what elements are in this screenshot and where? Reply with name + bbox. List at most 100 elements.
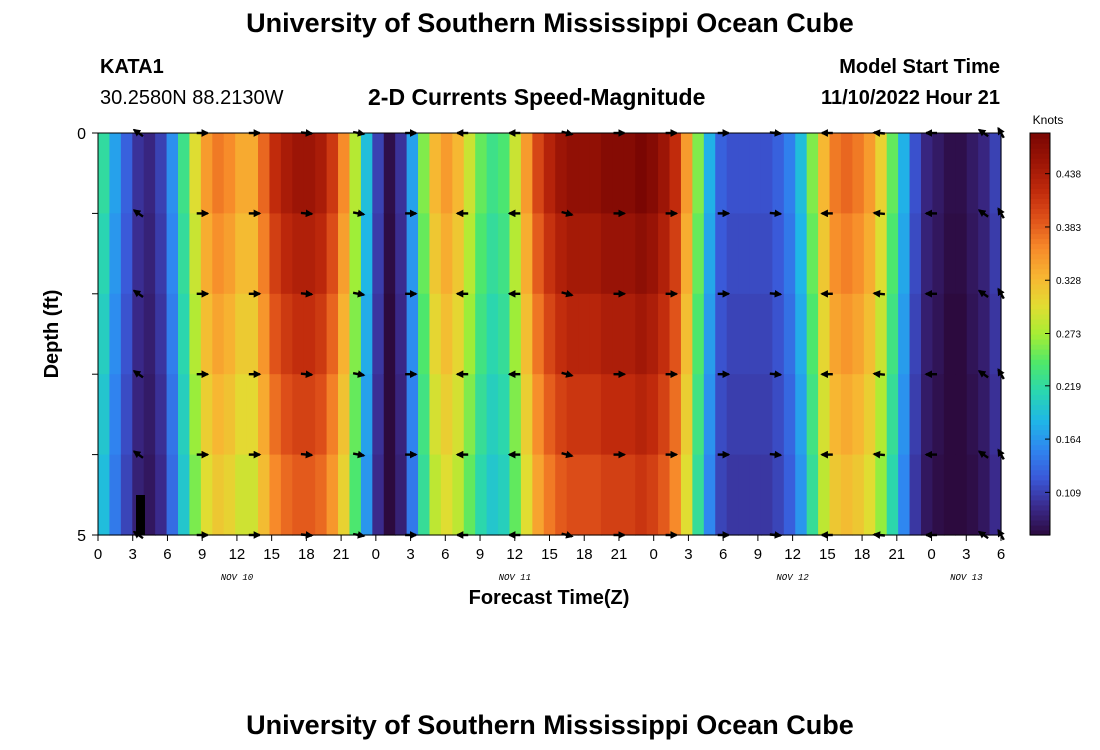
heatmap-cell [246, 213, 259, 295]
heatmap-cell [749, 454, 762, 536]
date-label: NOV 12 [776, 573, 809, 583]
heatmap-cell [395, 454, 408, 536]
colorbar-segment [1030, 464, 1050, 471]
heatmap-cell [132, 374, 145, 456]
heatmap-cell [760, 374, 773, 456]
heatmap-cell [635, 454, 648, 536]
heatmap-cell [120, 454, 133, 536]
heatmap-cell [235, 454, 248, 536]
heatmap-cell [783, 374, 796, 456]
colorbar-segment [1030, 479, 1050, 486]
heatmap-cell [269, 133, 282, 214]
heatmap-cell [280, 213, 293, 295]
heatmap-cell [132, 213, 145, 295]
heatmap-cell [818, 454, 831, 536]
heatmap-cell [589, 133, 602, 214]
heatmap-cell [463, 293, 476, 375]
heatmap-cell [166, 293, 179, 375]
heatmap-cell [932, 374, 945, 456]
heatmap-cell [395, 213, 408, 295]
colorbar-segment [1030, 248, 1050, 255]
x-tick-label: 6 [163, 546, 171, 563]
heatmap-cell [612, 374, 625, 456]
heatmap-cell [669, 213, 682, 295]
heatmap-cell [520, 133, 533, 214]
heatmap-cell [498, 213, 511, 295]
heatmap-cell [338, 454, 351, 536]
heatmap-cell [772, 293, 785, 375]
heatmap-cell [920, 454, 934, 536]
heatmap-cell [692, 374, 705, 456]
heatmap-cell [166, 374, 179, 456]
heatmap-cell [898, 293, 911, 375]
heatmap-cell [109, 454, 122, 536]
heatmap-cell [543, 454, 556, 536]
heatmap-cell [303, 133, 316, 214]
heatmap-cell [920, 293, 934, 375]
colorbar-segment [1030, 394, 1050, 400]
heatmap-cell [600, 133, 613, 214]
heatmap-cell [612, 133, 625, 214]
heatmap-cell [749, 213, 762, 295]
heatmap-cell [178, 133, 191, 214]
heatmap-cell [772, 213, 785, 295]
colorbar-segment [1030, 153, 1050, 159]
heatmap-cell [978, 293, 991, 375]
heatmap-cell [749, 293, 762, 375]
heatmap-cell [418, 133, 431, 214]
heatmap-cell [703, 133, 716, 214]
colorbar-segment [1030, 494, 1050, 501]
colorbar-segment [1030, 524, 1050, 531]
heatmap-cell [463, 374, 476, 456]
heatmap-cell [658, 213, 671, 295]
heatmap-cell [475, 133, 488, 214]
heatmap-cell [875, 374, 888, 456]
colorbar-segment [1030, 519, 1050, 526]
heatmap-cell [315, 454, 328, 536]
heatmap-cell [806, 293, 819, 375]
heatmap-cell [143, 374, 156, 456]
heatmap-cell [109, 213, 122, 295]
heatmap-cell [383, 374, 396, 456]
heatmap-cell [886, 374, 899, 456]
heatmap-cell [280, 374, 293, 456]
direction-arrow [872, 209, 886, 218]
heatmap-cell [555, 454, 568, 536]
heatmap-cell [726, 213, 739, 295]
heatmap-cell [532, 293, 545, 375]
heatmap-cell [818, 213, 831, 295]
heatmap-cell [406, 374, 419, 456]
x-tick-label: 21 [611, 546, 628, 563]
heatmap-cell [886, 133, 899, 214]
heatmap-cell [360, 374, 373, 456]
heatmap-cell [692, 454, 705, 536]
heatmap-cell [509, 454, 522, 536]
heatmap-cell [749, 374, 762, 456]
heatmap-cell [200, 133, 213, 214]
heatmap-cell [509, 374, 522, 456]
heatmap-cell [738, 374, 751, 456]
heatmap-cell [646, 374, 659, 456]
heatmap-cell [715, 293, 728, 375]
heatmap-cell [760, 213, 773, 295]
heatmap-cell [829, 213, 842, 295]
heatmap-cell [98, 213, 111, 295]
heatmap-cell [772, 374, 785, 456]
colorbar-segment [1030, 389, 1050, 395]
direction-arrow [977, 209, 989, 218]
heatmap-cell [120, 374, 133, 456]
heatmap-cell [852, 293, 865, 375]
heatmap-cell [132, 133, 145, 214]
heatmap-cell [200, 213, 213, 295]
colorbar-segment [1030, 148, 1050, 154]
heatmap-cell [578, 454, 591, 536]
heatmap-cell [600, 293, 613, 375]
colorbar-segment [1030, 529, 1050, 536]
colorbar-segment [1030, 303, 1050, 310]
x-tick-label: 3 [684, 546, 692, 563]
heatmap-cell [178, 454, 191, 536]
heatmap-cell [166, 213, 179, 295]
x-tick-label: 21 [333, 546, 350, 563]
page-title: University of Southern Mississippi Ocean… [246, 8, 854, 38]
heatmap-cell [383, 213, 396, 295]
